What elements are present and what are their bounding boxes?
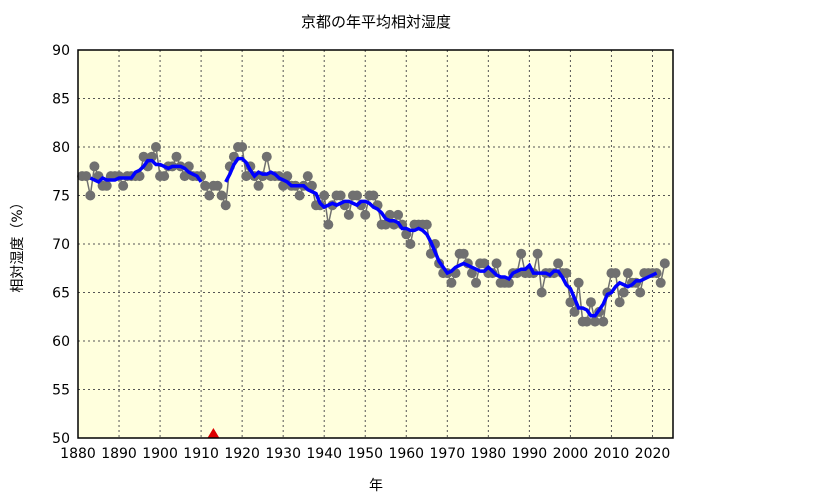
data-point — [446, 277, 457, 288]
data-point — [118, 180, 129, 191]
data-point — [393, 209, 404, 220]
data-point — [471, 277, 482, 288]
data-point — [614, 297, 625, 308]
data-point — [585, 297, 596, 308]
data-point — [380, 219, 391, 230]
data-point — [352, 190, 363, 201]
data-point — [101, 180, 112, 191]
x-tick-label: 1900 — [142, 446, 178, 462]
data-point — [85, 190, 96, 201]
data-point — [323, 219, 334, 230]
data-point — [610, 268, 621, 279]
plot-frame — [77, 49, 674, 439]
y-tick-label: 50 — [52, 431, 70, 447]
data-point — [635, 287, 646, 298]
y-axis-label: 相対湿度（%） — [10, 195, 26, 292]
data-point — [179, 171, 190, 182]
data-point — [384, 209, 395, 220]
moving-average-line — [89, 158, 203, 185]
x-tick-label: 1940 — [306, 446, 342, 462]
x-axis-label: 年 — [369, 478, 383, 494]
data-point — [138, 151, 149, 162]
data-point — [343, 209, 354, 220]
data-point — [212, 180, 223, 191]
data-point — [581, 316, 592, 327]
data-point — [253, 180, 264, 191]
data-point — [171, 151, 182, 162]
x-tick-label: 1960 — [388, 446, 424, 462]
data-point — [401, 229, 412, 240]
y-tick-label: 75 — [52, 189, 70, 205]
x-tick-label: 2020 — [635, 446, 671, 462]
data-point — [241, 171, 252, 182]
data-point — [335, 190, 346, 201]
data-point — [237, 142, 248, 152]
x-tick-label: 1920 — [224, 446, 260, 462]
data-point — [159, 171, 170, 182]
data-point — [466, 268, 477, 279]
data-point — [503, 277, 514, 288]
data-point — [618, 287, 629, 298]
data-point — [536, 287, 547, 298]
x-tick-label: 1970 — [429, 446, 465, 462]
data-point — [319, 190, 330, 201]
moving-average-line — [224, 156, 658, 318]
data-point — [360, 209, 371, 220]
data-point — [368, 190, 379, 201]
data-point — [294, 190, 305, 201]
data-point — [516, 248, 527, 259]
y-tick-label: 55 — [52, 383, 70, 399]
x-tick-label: 2010 — [594, 446, 630, 462]
data-point — [479, 258, 490, 269]
x-tick-label: 1980 — [471, 446, 507, 462]
x-tick-label: 1910 — [183, 446, 219, 462]
data-point — [150, 142, 161, 152]
data-point — [204, 190, 215, 201]
data-point — [216, 190, 227, 201]
data-point — [569, 306, 580, 317]
data-point — [655, 277, 666, 288]
x-tick-label: 1930 — [265, 446, 301, 462]
x-tick-label: 1880 — [60, 446, 96, 462]
data-point — [278, 180, 289, 191]
series-layer — [77, 142, 670, 438]
data-point — [81, 171, 92, 182]
data-point — [89, 161, 100, 172]
y-tick-label: 80 — [52, 140, 70, 156]
axis-ticks: 1880 1890 1900 1910 1920 1930 1940 1950 1960 1970… — [52, 43, 670, 462]
data-point — [565, 297, 576, 308]
y-tick-label: 90 — [52, 43, 70, 59]
y-tick-label: 65 — [52, 286, 70, 302]
data-point — [302, 171, 313, 182]
y-tick-label: 60 — [52, 334, 70, 350]
data-point — [573, 277, 584, 288]
data-point — [553, 258, 564, 269]
x-tick-label: 1990 — [512, 446, 548, 462]
y-tick-label: 85 — [52, 92, 70, 108]
data-point — [282, 171, 293, 182]
data-point — [200, 180, 211, 191]
x-tick-label: 1890 — [101, 446, 137, 462]
data-point — [532, 248, 543, 259]
data-point — [622, 268, 633, 279]
y-tick-label: 70 — [52, 237, 70, 253]
data-point — [421, 219, 432, 230]
data-point — [405, 239, 416, 249]
x-tick-label: 2000 — [553, 446, 589, 462]
data-point — [261, 151, 272, 162]
data-point — [220, 200, 231, 211]
data-point — [458, 248, 469, 259]
chart-title: 京都の年平均相対湿度 — [301, 13, 451, 31]
data-point — [659, 258, 670, 269]
data-point — [598, 316, 609, 327]
data-point — [306, 180, 317, 191]
triangle-marker — [207, 428, 220, 438]
data-point — [134, 171, 145, 182]
data-point — [561, 268, 572, 279]
x-tick-label: 1950 — [347, 446, 383, 462]
data-point — [590, 316, 601, 327]
data-point — [491, 258, 502, 269]
